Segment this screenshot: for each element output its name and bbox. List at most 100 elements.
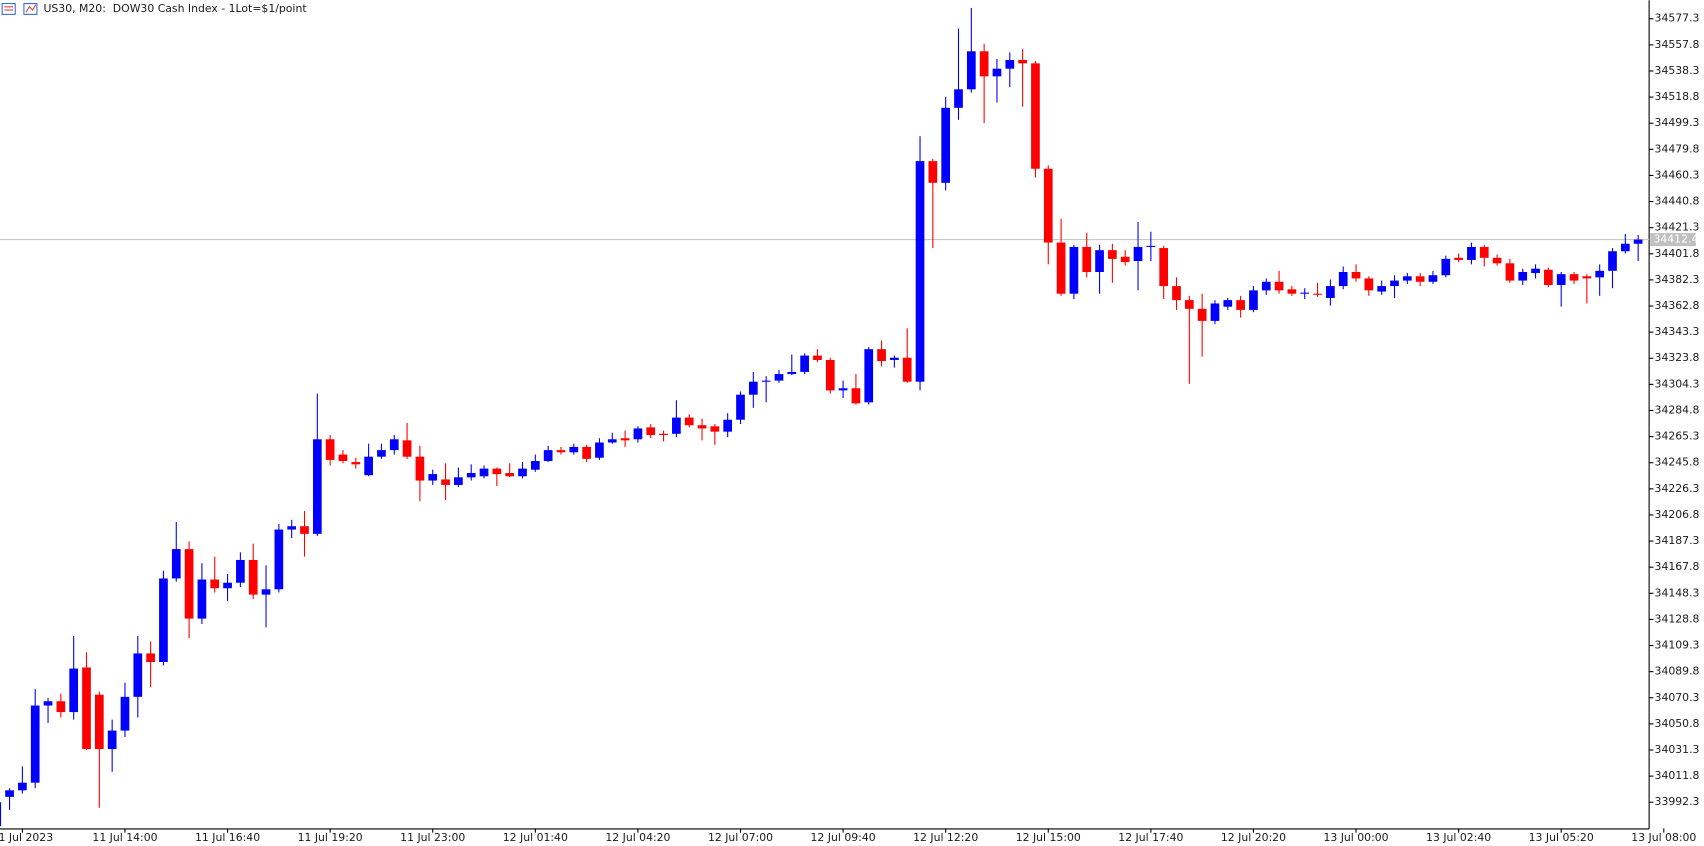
candle-body [787,371,797,375]
current-price-box [1650,233,1696,247]
y-tick-label: 34479.8 [1655,142,1700,155]
candle-body [1018,59,1027,64]
candle-body [492,468,502,475]
candle-body [1595,270,1605,278]
candle-body [1249,290,1258,310]
candle-body [569,446,579,453]
candle-body [69,668,79,713]
candle-body [1390,280,1399,287]
candle-body [377,450,386,457]
candle-body [646,427,656,435]
y-tick-label: 34460.3 [1655,168,1700,181]
candle-body [1056,242,1066,294]
y-tick-label: 34109.3 [1655,639,1700,652]
candle-body [1095,250,1104,273]
y-tick-label: 33992.3 [1655,795,1700,808]
candle-body [1608,251,1617,271]
y-tick-label: 34167.8 [1655,560,1700,573]
candle-body [1031,63,1040,169]
candle-body [428,474,438,481]
x-tick-label: 12 Jul 04:20 [605,831,670,844]
x-tick-label: 11 Jul 19:20 [298,831,363,844]
y-tick-label: 34070.3 [1655,691,1700,704]
candle-body [1133,246,1143,262]
candle-body [0,802,2,827]
candle-body [979,51,989,77]
candle-body [120,696,130,731]
y-tick-label: 34304.3 [1655,377,1700,390]
candle-body [1402,276,1412,281]
candle-body [18,782,27,791]
candle-body [505,473,515,477]
candle-body [825,359,835,391]
candle-body [736,394,745,420]
y-tick-label: 34187.3 [1655,534,1700,547]
candle-body [466,473,476,478]
candle-body [1108,250,1117,259]
candle-body [107,730,117,750]
menu-icon[interactable] [1,2,16,15]
candle-body [1479,246,1489,258]
candle-body [1364,278,1374,291]
candle-body [1492,257,1502,264]
x-tick-label: 12 Jul 12:20 [913,831,978,844]
candle-body [1082,246,1092,273]
candle-body [312,439,322,534]
candle-body [1223,300,1233,307]
candle-body [300,526,309,534]
x-tick-label: 12 Jul 09:40 [811,831,876,844]
candle-body [197,579,207,619]
candle-body [723,419,733,432]
candle-body [94,694,104,750]
candle-body [261,589,271,595]
icon-line [25,4,37,13]
candle-body [1544,269,1553,285]
candle-body [1300,292,1310,294]
candle-body [684,417,694,426]
y-tick-label: 34382.3 [1655,273,1700,286]
candle-body [1159,248,1169,287]
candle-body [1582,276,1592,279]
candle-body [43,701,53,706]
candle-body [479,468,489,477]
x-tick-label: 12 Jul 07:00 [708,831,773,844]
candle-body [454,477,463,485]
candle-body [1633,239,1643,244]
candle-body [1274,281,1284,291]
y-tick-label: 34206.8 [1655,508,1700,521]
candle-body [672,417,681,434]
candle-body [146,653,155,663]
x-tick-label: 13 Jul 02:40 [1426,831,1491,844]
candle-body [415,456,425,481]
candle-body [1261,281,1271,291]
candle-body [1005,59,1015,69]
candle-body [1531,268,1540,274]
candle-body [274,529,284,590]
candle-body [441,479,450,485]
candle-body [1236,300,1245,310]
candle-body [813,355,822,360]
candle-body [1172,286,1181,301]
y-tick-label: 34031.3 [1655,743,1700,756]
candle-body [864,349,874,403]
y-tick-label: 34499.3 [1655,116,1700,129]
candle-body [890,357,899,360]
header-icons [1,2,38,15]
chart-icon[interactable] [23,2,38,15]
candle-body [351,462,361,465]
candle-body [364,456,373,476]
candle-body [1556,274,1566,285]
candle-body [1326,286,1335,298]
x-tick-label: 12 Jul 01:40 [503,831,568,844]
candle-body [928,161,938,183]
y-tick-label: 34089.8 [1655,665,1700,678]
x-tick-label: 12 Jul 17:40 [1118,831,1183,844]
candle-body [915,161,925,382]
candle-body [1518,272,1528,281]
y-tick-label: 34421.3 [1655,221,1700,234]
candle-body [1620,243,1630,252]
candle-body [1287,289,1297,294]
candle-body [1441,258,1451,276]
x-tick-label: 11 Jul 16:40 [195,831,260,844]
